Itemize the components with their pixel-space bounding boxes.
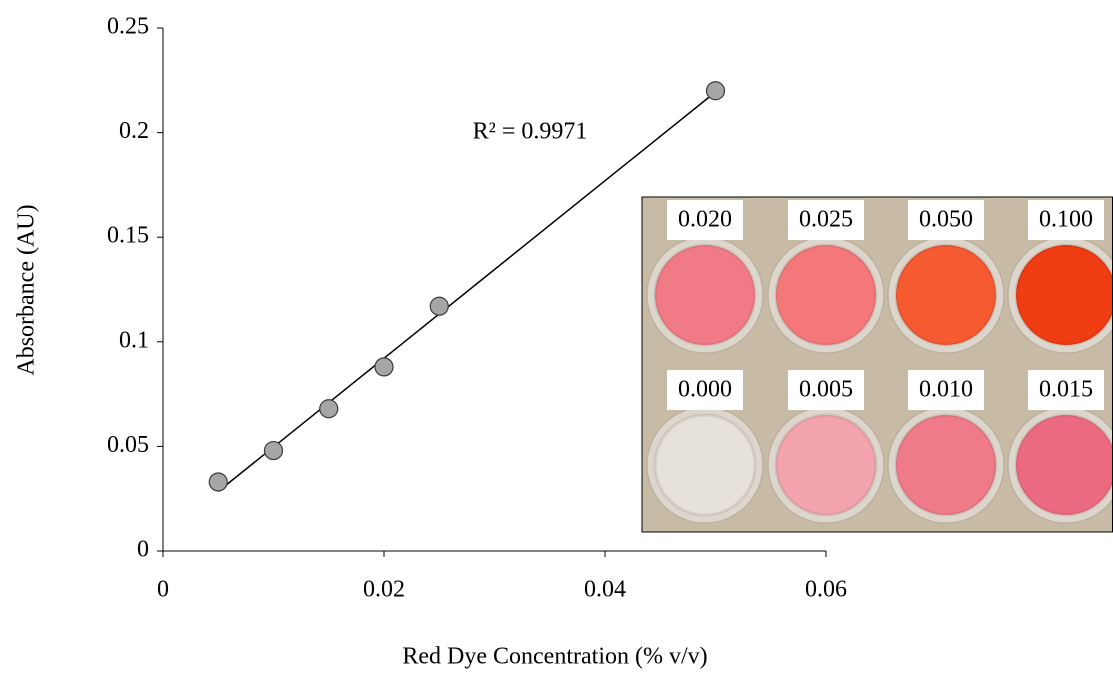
- inset-label-box: [1028, 200, 1104, 240]
- data-point: [429, 296, 449, 316]
- inset-label-box: [667, 370, 743, 410]
- inset-label: 0.100: [1039, 207, 1093, 233]
- data-point: [208, 472, 228, 492]
- y-tick-label: 0.25: [107, 14, 149, 40]
- inset-label-box: [908, 200, 984, 240]
- y-tick-label: 0.15: [107, 223, 149, 249]
- inset-label-box: [788, 200, 864, 240]
- data-point: [374, 357, 394, 377]
- x-axis-title: Red Dye Concentration (% v/v): [402, 644, 707, 670]
- y-axis-title: Absorbance (AU): [14, 204, 40, 375]
- well: [653, 243, 757, 347]
- inset-label-box: [788, 370, 864, 410]
- data-point: [319, 399, 339, 419]
- well: [653, 413, 757, 517]
- well: [1014, 413, 1113, 517]
- well: [774, 243, 878, 347]
- r-squared-annotation: R² = 0.9971: [473, 119, 588, 145]
- y-tick-label: 0: [137, 537, 149, 563]
- y-tick-label: 0.05: [107, 432, 149, 458]
- well: [894, 243, 998, 347]
- inset-label-box: [667, 200, 743, 240]
- trendline: [217, 91, 716, 492]
- inset-label: 0.020: [678, 207, 732, 233]
- y-tick-label: 0.2: [119, 118, 149, 144]
- inset-label-box: [1028, 370, 1104, 410]
- inset-label: 0.005: [799, 377, 853, 403]
- data-point: [263, 440, 284, 461]
- inset-label: 0.050: [919, 207, 973, 233]
- inset-label-box: [908, 370, 984, 410]
- x-tick-label: 0.04: [584, 577, 626, 603]
- well: [1014, 243, 1113, 347]
- inset-label: 0.025: [799, 207, 853, 233]
- well: [894, 413, 998, 517]
- data-point: [705, 81, 726, 101]
- x-tick-label: 0.02: [363, 577, 405, 603]
- x-tick-label: 0: [157, 577, 169, 603]
- y-tick-label: 0.1: [119, 327, 149, 353]
- inset-label: 0.015: [1039, 377, 1093, 403]
- inset-label: 0.010: [919, 377, 973, 403]
- inset-label: 0.000: [678, 377, 732, 403]
- x-tick-label: 0.06: [805, 577, 847, 603]
- well: [774, 413, 878, 517]
